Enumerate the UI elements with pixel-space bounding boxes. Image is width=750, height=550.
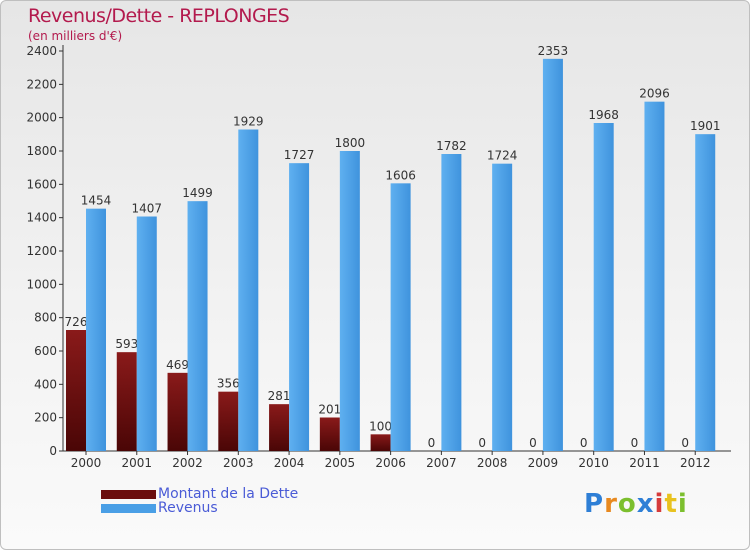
bar-revenus [136, 216, 157, 451]
x-tick-label: 2011 [629, 456, 660, 470]
data-label-dette: 0 [478, 436, 486, 450]
logo-letter: i [677, 489, 688, 519]
bar-dette [66, 330, 86, 451]
legend-item-revenus: Revenus [101, 500, 298, 516]
bar-revenus [593, 123, 614, 451]
logo-letter: r [604, 489, 618, 519]
bar-dette [218, 391, 239, 451]
x-tick-label: 2001 [121, 456, 152, 470]
bar-revenus [187, 201, 208, 451]
bar-revenus [441, 154, 462, 451]
logo-letter: P [584, 489, 605, 519]
legend-swatch-revenus [101, 503, 156, 513]
bar-dette [167, 372, 188, 451]
data-label-dette: 100 [369, 419, 392, 433]
logo-letter: x [636, 489, 655, 519]
bar-dette [370, 434, 391, 451]
data-label-dette: 356 [217, 377, 240, 391]
data-label-revenus: 2353 [538, 44, 569, 58]
legend-swatch-dette [101, 489, 156, 499]
data-label-dette: 593 [115, 337, 138, 351]
x-tick-label: 2003 [223, 456, 254, 470]
legend-item-dette: Montant de la Dette [101, 486, 299, 502]
data-label-dette: 726 [65, 315, 88, 329]
bar-revenus [542, 58, 563, 451]
x-tick-label: 2005 [325, 456, 356, 470]
logo-letter: o [617, 489, 637, 519]
data-label-revenus: 1782 [436, 139, 467, 153]
bar-dette [269, 404, 290, 451]
data-label-dette: 0 [580, 436, 588, 450]
data-label-dette: 0 [631, 436, 639, 450]
x-tick-label: 2004 [274, 456, 305, 470]
y-tick-label: 1400 [26, 211, 57, 225]
data-label-revenus: 1724 [487, 149, 518, 163]
y-tick-label: 0 [49, 444, 57, 458]
y-tick-label: 1000 [26, 277, 57, 291]
legend-label-dette: Montant de la Dette [158, 486, 299, 502]
y-tick-label: 2400 [26, 44, 57, 58]
y-tick-label: 1800 [26, 144, 57, 158]
logo-letter: i [654, 489, 665, 519]
data-label-revenus: 1727 [284, 148, 315, 162]
data-label-revenus: 1968 [588, 108, 619, 122]
bar-revenus [238, 129, 259, 451]
y-tick-label: 800 [34, 311, 57, 325]
x-tick-label: 2012 [680, 456, 711, 470]
bar-revenus [86, 208, 106, 451]
data-label-revenus: 1929 [233, 115, 264, 129]
bar-dette [319, 417, 340, 451]
bar-revenus [492, 163, 513, 451]
bar-revenus [339, 151, 360, 451]
bar-revenus [695, 134, 716, 451]
y-tick-label: 1600 [26, 177, 57, 191]
data-label-dette: 469 [166, 358, 189, 372]
data-label-revenus: 1407 [131, 202, 162, 216]
y-tick-label: 1200 [26, 244, 57, 258]
data-label-revenus: 1454 [81, 194, 112, 208]
x-tick-label: 2002 [172, 456, 203, 470]
data-label-revenus: 1901 [690, 119, 721, 133]
y-tick-label: 400 [34, 377, 57, 391]
x-tick-label: 2007 [426, 456, 457, 470]
x-tick-label: 2006 [375, 456, 406, 470]
data-label-dette: 201 [318, 403, 341, 417]
data-label-dette: 0 [428, 436, 436, 450]
legend-label-revenus: Revenus [158, 500, 218, 516]
proxiti-logo: Proxiti [584, 489, 688, 519]
bar-dette [116, 352, 137, 451]
chart-subtitle: (en milliers d'€) [28, 29, 123, 43]
x-tick-label: 2010 [578, 456, 609, 470]
data-label-revenus: 1800 [335, 136, 366, 150]
bar-revenus [390, 183, 411, 452]
y-tick-label: 200 [34, 411, 57, 425]
data-label-dette: 0 [681, 436, 689, 450]
data-label-revenus: 1499 [182, 186, 213, 200]
data-label-revenus: 2096 [639, 87, 670, 101]
x-tick-label: 2008 [477, 456, 508, 470]
data-label-revenus: 1606 [385, 168, 416, 182]
x-tick-label: 2009 [528, 456, 559, 470]
bar-revenus [644, 101, 665, 452]
logo-letter: t [664, 489, 678, 519]
data-label-dette: 281 [268, 389, 291, 403]
legend: Montant de la Dette Revenus [101, 486, 299, 516]
bar-revenus [289, 163, 310, 451]
x-tick-label: 2000 [71, 456, 102, 470]
chart-title: Revenus/Dette - REPLONGES [28, 5, 290, 27]
y-tick-label: 2200 [26, 77, 57, 91]
y-tick-label: 600 [34, 344, 57, 358]
data-label-dette: 0 [529, 436, 537, 450]
y-tick-label: 2000 [26, 111, 57, 125]
